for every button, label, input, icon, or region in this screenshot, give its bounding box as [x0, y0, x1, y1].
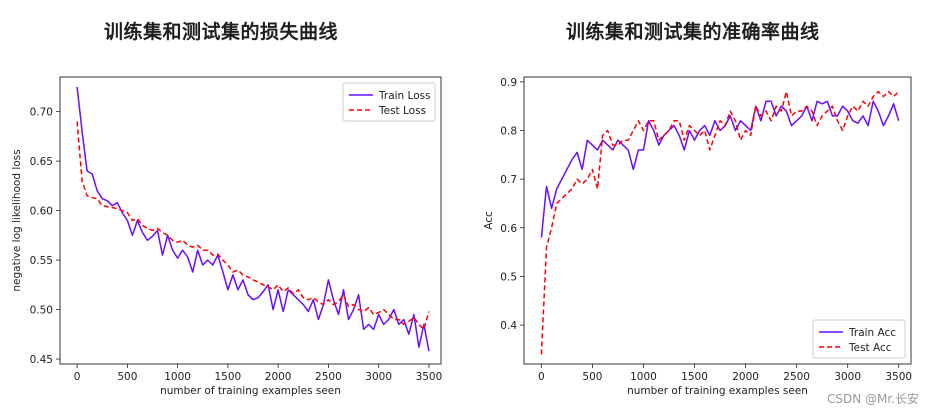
series-line-train-loss: [76, 86, 430, 352]
x-tick-label: 3500: [416, 371, 443, 383]
series-line-test-loss: [76, 121, 430, 331]
x-tick-label: 1500: [215, 371, 242, 383]
y-tick-label: 0.50: [30, 305, 53, 317]
series-line-test-acc: [540, 90, 900, 355]
chart-title-loss: 训练集和测试集的损失曲线: [104, 21, 339, 43]
y-tick-label: 0.65: [30, 156, 53, 168]
legend-label: Train Acc: [848, 327, 896, 339]
x-tick-label: 2500: [783, 371, 810, 383]
y-tick-label: 0.8: [500, 126, 517, 138]
chart-0: 0 500 1000 1500 2000 2500 3000 3500 0.45 0.50 0.55…: [11, 76, 443, 397]
x-tick-label: 2000: [265, 371, 292, 383]
y-tick-label: 0.55: [30, 255, 53, 267]
x-tick-label: 0: [74, 371, 81, 383]
series-line-train-acc: [540, 100, 900, 238]
chart-1: 0 500 1000 1500 2000 2500 3000 3500 0.4 0.5 0.6 0.7…: [483, 76, 912, 397]
y-tick-label: 0.9: [500, 77, 517, 89]
y-tick-label: 0.7: [500, 174, 517, 186]
plot-frame: [59, 76, 442, 365]
x-tick-label: 1000: [164, 371, 191, 383]
x-tick-label: 3000: [365, 371, 392, 383]
x-tick-label: 500: [582, 371, 602, 383]
y-tick-label: 0.6: [500, 223, 517, 235]
legend: Train Loss Test Loss: [342, 82, 436, 122]
x-tick-label: 2500: [315, 371, 342, 383]
y-axis-label: negative log likelihood loss: [11, 149, 23, 291]
x-tick-label: 1000: [630, 371, 657, 383]
watermark: CSDN @Mr.长安: [826, 392, 919, 406]
x-axis-label: number of training examples seen: [160, 385, 341, 397]
x-tick-label: 0: [538, 371, 545, 383]
y-tick-label: 0.45: [30, 354, 53, 366]
legend-box: [342, 82, 436, 122]
y-tick-label: 0.60: [30, 206, 53, 218]
x-tick-label: 500: [117, 371, 137, 383]
x-tick-label: 3000: [834, 371, 861, 383]
y-tick-label: 0.4: [500, 320, 517, 332]
y-tick-label: 0.5: [500, 271, 517, 283]
y-tick-label: 0.70: [30, 107, 53, 119]
legend-box: [812, 319, 906, 359]
chart-title-accuracy: 训练集和测试集的准确率曲线: [566, 21, 820, 43]
x-tick-label: 1500: [681, 371, 708, 383]
legend-label: Test Loss: [378, 105, 426, 117]
x-tick-label: 2000: [732, 371, 759, 383]
legend: Train Acc Test Acc: [812, 319, 906, 359]
x-tick-label: 3500: [885, 371, 912, 383]
x-axis-label: number of training examples seen: [627, 385, 808, 397]
legend-label: Test Acc: [848, 342, 892, 354]
legend-label: Train Loss: [378, 90, 431, 102]
y-axis-label: Acc: [483, 211, 495, 230]
plot-frame: [523, 76, 912, 365]
